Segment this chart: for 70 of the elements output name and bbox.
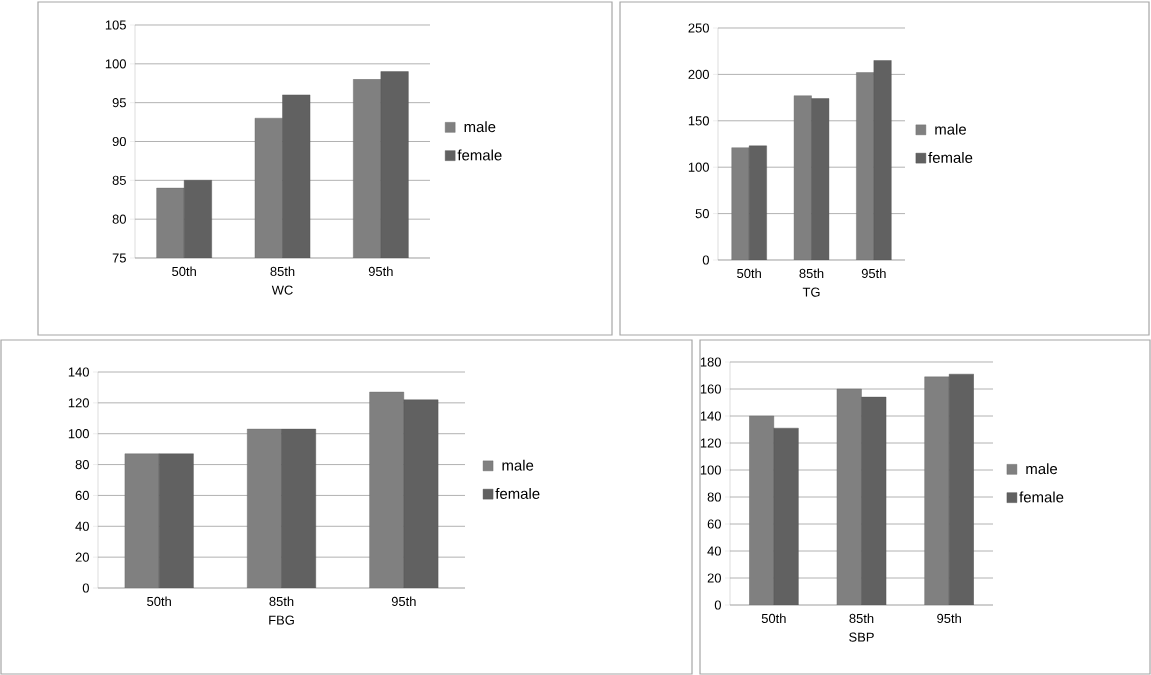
x-tick-label: 50th	[737, 268, 761, 279]
y-tick-label: 140	[68, 367, 89, 377]
y-tick-label: 120	[700, 438, 721, 448]
y-tick-label: 140	[700, 411, 721, 421]
bar	[124, 453, 160, 588]
y-tick-label: 0	[702, 255, 709, 265]
y-tick-label: 80	[75, 459, 89, 470]
x-tick-label: 85th	[799, 268, 824, 279]
y-tick-label: 100	[700, 465, 721, 475]
y-tick-label: 105	[105, 20, 126, 30]
x-tick-label: 95th	[937, 613, 961, 624]
x-tick-label: 95th	[391, 596, 416, 607]
y-tick-label: 0	[714, 600, 721, 610]
y-tick-label: 80	[707, 492, 721, 502]
x-tick-label: 85th	[270, 266, 295, 277]
legend-label: male	[935, 123, 967, 135]
x-tick-label: 85th	[849, 613, 874, 624]
bar	[924, 376, 950, 605]
legend-label: male	[502, 459, 534, 471]
y-tick-label: 180	[700, 357, 721, 367]
legend-label: male	[1026, 463, 1058, 475]
y-tick-label: 60	[75, 490, 89, 501]
x-tick-label: 50th	[172, 266, 196, 277]
legend-label: female	[928, 151, 973, 163]
x-tick-label: 85th	[269, 596, 294, 607]
y-tick-label: 100	[105, 59, 126, 69]
legend-label: female	[495, 487, 540, 499]
bar	[158, 453, 194, 588]
y-tick-label: 95	[112, 98, 126, 108]
x-axis-title: FBG	[269, 615, 294, 625]
y-tick-label: 60	[707, 519, 721, 529]
y-tick-label: 85	[112, 175, 126, 185]
x-tick-label: 95th	[368, 266, 393, 277]
y-tick-label: 90	[112, 136, 126, 147]
y-tick-label: 200	[688, 69, 709, 79]
legend-label: female	[457, 149, 502, 161]
bar	[836, 388, 862, 605]
bar	[811, 98, 830, 260]
y-tick-label: 40	[75, 521, 89, 531]
y-tick-label: 100	[688, 162, 709, 172]
x-axis-title: SBP	[849, 632, 874, 642]
bar	[773, 427, 799, 605]
y-tick-label: 120	[68, 398, 89, 408]
bar	[403, 399, 439, 588]
bar	[247, 428, 282, 588]
x-tick-label: 50th	[761, 613, 786, 624]
y-tick-label: 20	[707, 573, 721, 583]
x-axis-title: TG	[802, 287, 820, 297]
bar	[856, 72, 875, 260]
y-tick-label: 40	[707, 546, 721, 556]
bar	[861, 396, 887, 605]
y-tick-label: 100	[68, 429, 89, 439]
bar	[281, 428, 316, 588]
x-tick-label: 50th	[147, 596, 171, 607]
y-tick-label: 250	[688, 23, 709, 33]
y-tick-label: 20	[75, 552, 89, 562]
y-tick-label: 0	[82, 583, 89, 593]
bar	[731, 147, 750, 260]
x-axis-title: WC	[271, 285, 293, 295]
x-tick-label: 95th	[861, 268, 886, 279]
y-tick-label: 75	[112, 253, 126, 263]
bar	[749, 415, 775, 605]
y-tick-label: 160	[700, 384, 721, 394]
bar	[793, 95, 812, 260]
y-tick-label: 80	[112, 214, 126, 224]
y-tick-label: 150	[688, 116, 709, 126]
legend-label: male	[464, 121, 496, 133]
bar	[369, 391, 405, 588]
legend-label: female	[1019, 491, 1064, 503]
y-tick-label: 50	[695, 209, 709, 219]
